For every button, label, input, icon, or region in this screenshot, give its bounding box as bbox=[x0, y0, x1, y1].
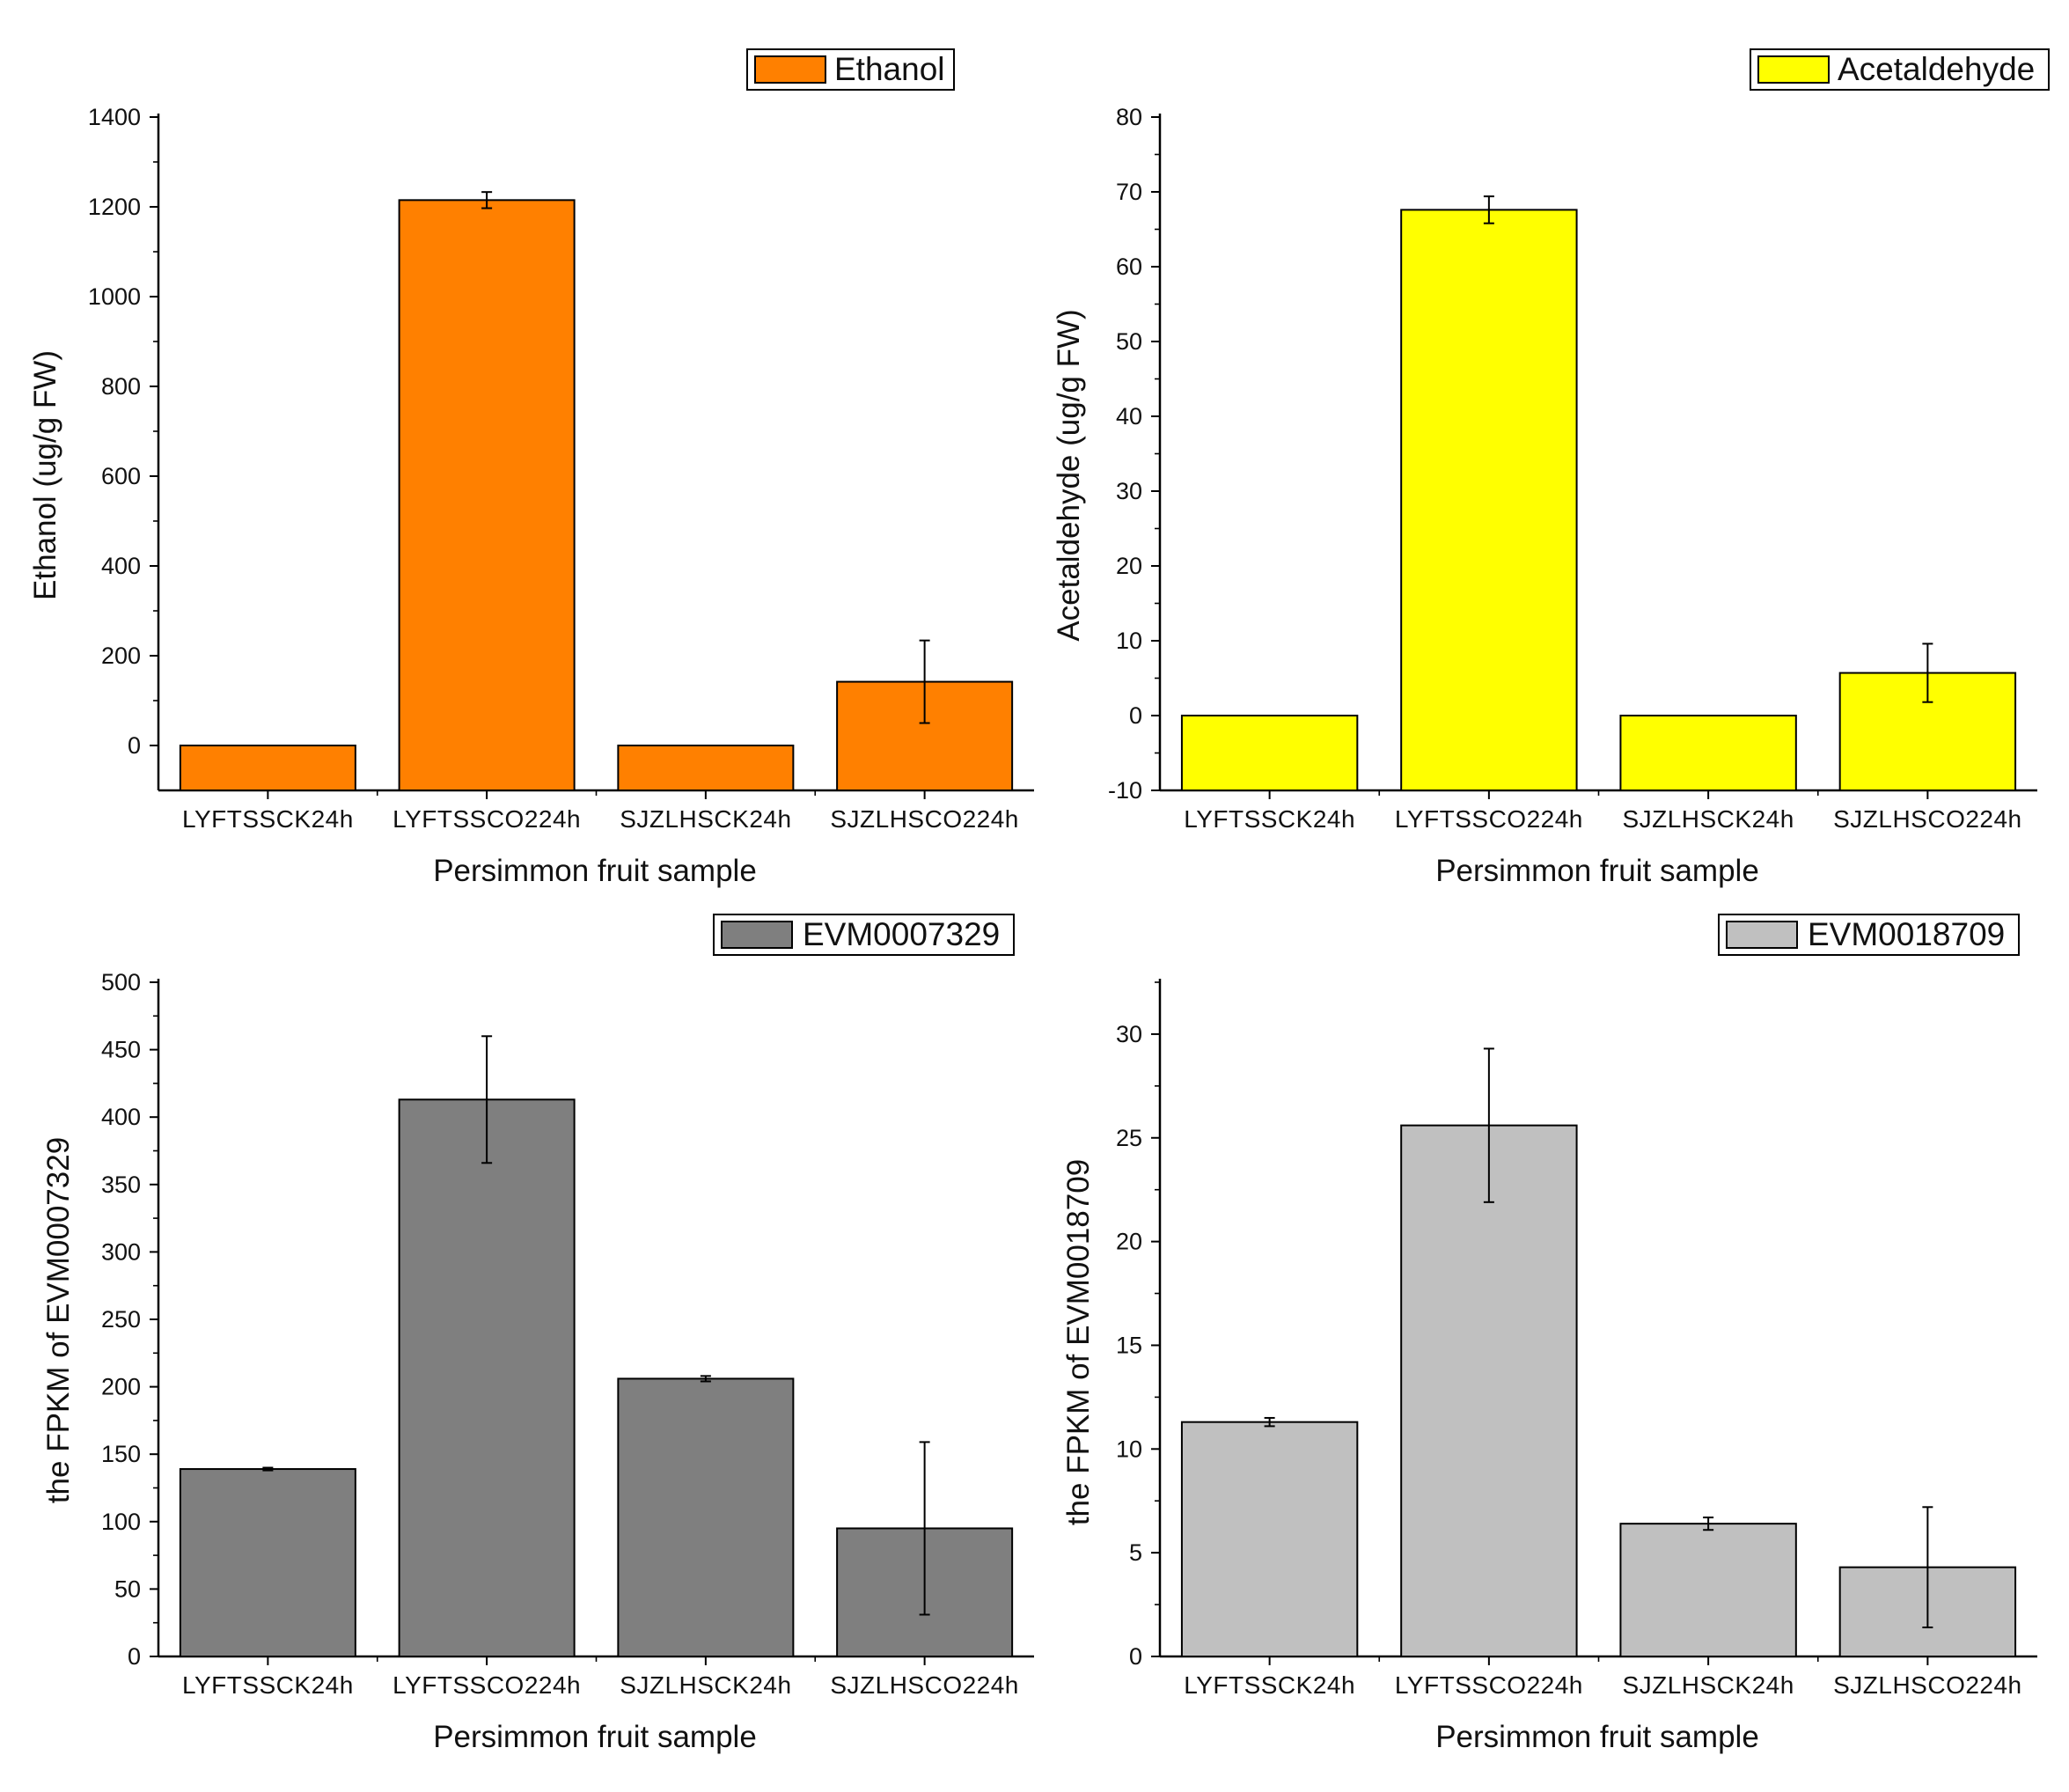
acetaldehyde-y-tick-label: 80 bbox=[1116, 104, 1142, 130]
evm0007329-y-tick-label: 150 bbox=[101, 1441, 141, 1467]
evm0007329-y-axis-title: the FPKM of EVM0007329 bbox=[41, 1137, 76, 1503]
evm0007329-category-label: LYFTSSCO224h bbox=[393, 1671, 581, 1699]
acetaldehyde-legend-swatch bbox=[1757, 55, 1830, 84]
acetaldehyde-category-label: LYFTSSCK24h bbox=[1184, 805, 1355, 833]
acetaldehyde-y-tick-label: 30 bbox=[1116, 478, 1142, 504]
acetaldehyde-bar-lyftssck24h bbox=[1180, 715, 1359, 791]
acetaldehyde-y-tick-label: 60 bbox=[1116, 253, 1142, 280]
evm0007329-bar-lyftssck24h bbox=[179, 1468, 356, 1657]
acetaldehyde-legend: Acetaldehyde bbox=[1750, 48, 2050, 91]
evm0018709-y-tick-label: 15 bbox=[1116, 1332, 1142, 1358]
acetaldehyde-plot: -10 0 10 20 30 40 50 60 70 80 LYFTSSCK24h LYFTSSCO2… bbox=[1108, 104, 2037, 833]
acetaldehyde-y-tick-label: 40 bbox=[1116, 403, 1142, 430]
ethanol-y-tick-label: 1000 bbox=[88, 283, 141, 310]
panel-acetaldehyde: Acetaldehyde Acetaldehyde (ug/g FW) Pers… bbox=[1052, 48, 2050, 888]
evm0018709-legend: EVM0018709 bbox=[1718, 914, 2020, 956]
ethanol-category-label: SJZLHSCK24h bbox=[620, 805, 791, 833]
ethanol-y-tick-label: 1400 bbox=[88, 104, 141, 130]
evm0018709-y-tick-label: 0 bbox=[1129, 1643, 1142, 1670]
ethanol-bar-lyftssck24h bbox=[179, 745, 356, 791]
ethanol-bar-lyftssco224h bbox=[398, 199, 576, 792]
evm0018709-category-label: LYFTSSCO224h bbox=[1395, 1671, 1583, 1699]
evm0018709-legend-label: EVM0018709 bbox=[1808, 916, 2005, 952]
acetaldehyde-y-tick-label: 50 bbox=[1116, 328, 1142, 355]
evm0007329-y-tick-label: 350 bbox=[101, 1171, 141, 1198]
evm0007329-y-tick-label: 300 bbox=[101, 1238, 141, 1265]
panel-ethanol: Ethanol Ethanol (ug/g FW) Persimmon frui… bbox=[28, 48, 955, 888]
evm0007329-legend-label: EVM0007329 bbox=[803, 916, 1000, 952]
evm0007329-y-tick-label: 500 bbox=[101, 969, 141, 995]
ethanol-category-label: LYFTSSCK24h bbox=[182, 805, 354, 833]
ethanol-bar-sjzlhsck24h bbox=[617, 745, 795, 791]
ethanol-y-tick-label: 0 bbox=[128, 732, 141, 759]
panel-evm0018709: EVM0018709 the FPKM of EVM0018709 Persim… bbox=[1061, 914, 2020, 1754]
ethanol-legend-label: Ethanol bbox=[834, 51, 945, 87]
evm0018709-y-tick-label: 30 bbox=[1116, 1021, 1142, 1047]
evm0018709-x-axis-title: Persimmon fruit sample bbox=[1435, 1720, 1759, 1754]
ethanol-plot: 0 200 400 600 800 1000 1200 1400 LYFTSSCK24h LYFT… bbox=[88, 104, 1034, 833]
evm0007329-plot: 0 50 100 150 200 250 300 350 400 450 500 LYFTSSCK24… bbox=[101, 969, 1034, 1699]
evm0007329-y-tick-label: 50 bbox=[114, 1575, 141, 1602]
ethanol-y-tick-label: 400 bbox=[101, 553, 141, 579]
acetaldehyde-y-tick-label: 0 bbox=[1129, 702, 1142, 729]
evm0018709-category-label: LYFTSSCK24h bbox=[1184, 1671, 1355, 1699]
ethanol-y-tick-label: 200 bbox=[101, 643, 141, 669]
evm0007329-y-tick-label: 200 bbox=[101, 1374, 141, 1400]
acetaldehyde-y-tick-label: 20 bbox=[1116, 553, 1142, 579]
acetaldehyde-category-label: LYFTSSCO224h bbox=[1395, 805, 1583, 833]
evm0007329-y-tick-label: 400 bbox=[101, 1104, 141, 1130]
evm0018709-category-label: SJZLHSCK24h bbox=[1622, 1671, 1794, 1699]
evm0007329-legend: EVM0007329 bbox=[713, 914, 1015, 956]
evm0007329-legend-swatch bbox=[721, 921, 793, 949]
ethanol-legend: Ethanol bbox=[746, 48, 955, 91]
ethanol-x-axis-title: Persimmon fruit sample bbox=[433, 854, 757, 888]
evm0007329-bar-sjzlhsck24h bbox=[617, 1377, 795, 1657]
acetaldehyde-y-axis-title: Acetaldehyde (ug/g FW) bbox=[1052, 309, 1086, 641]
ethanol-category-label: LYFTSSCO224h bbox=[393, 805, 581, 833]
evm0018709-y-tick-label: 10 bbox=[1116, 1436, 1142, 1462]
evm0018709-y-tick-label: 20 bbox=[1116, 1229, 1142, 1255]
evm0007329-category-label: LYFTSSCK24h bbox=[182, 1671, 354, 1699]
evm0018709-plot: 0 5 10 15 20 25 30 LYFTSSCK24h LYFTSSCO224h SJZLH… bbox=[1116, 979, 2037, 1699]
evm0018709-y-axis-title: the FPKM of EVM0018709 bbox=[1061, 1159, 1096, 1525]
acetaldehyde-y-tick-label: 10 bbox=[1116, 628, 1142, 654]
ethanol-legend-swatch bbox=[754, 55, 826, 84]
evm0018709-y-tick-label: 25 bbox=[1116, 1125, 1142, 1151]
evm0007329-category-label: SJZLHSCO224h bbox=[830, 1671, 1019, 1699]
evm0007329-y-tick-label: 250 bbox=[101, 1306, 141, 1333]
evm0007329-y-tick-label: 450 bbox=[101, 1037, 141, 1063]
evm0018709-bar-lyftssco224h bbox=[1400, 1124, 1578, 1657]
acetaldehyde-legend-label: Acetaldehyde bbox=[1838, 51, 2035, 87]
ethanol-category-label: SJZLHSCO224h bbox=[830, 805, 1019, 833]
acetaldehyde-y-tick-label: 70 bbox=[1116, 179, 1142, 205]
evm0007329-bar-lyftssco224h bbox=[398, 1098, 576, 1658]
evm0007329-y-tick-label: 0 bbox=[128, 1643, 141, 1670]
ethanol-y-tick-label: 800 bbox=[101, 373, 141, 400]
evm0018709-bar-sjzlhsck24h bbox=[1619, 1523, 1797, 1658]
acetaldehyde-category-label: SJZLHSCK24h bbox=[1622, 805, 1794, 833]
evm0018709-category-label: SJZLHSCO224h bbox=[1833, 1671, 2022, 1699]
evm0018709-legend-swatch bbox=[1726, 921, 1798, 949]
acetaldehyde-x-axis-title: Persimmon fruit sample bbox=[1435, 854, 1759, 888]
evm0007329-category-label: SJZLHSCK24h bbox=[620, 1671, 791, 1699]
evm0018709-y-tick-label: 5 bbox=[1129, 1539, 1142, 1566]
ethanol-y-axis-title: Ethanol (ug/g FW) bbox=[28, 350, 62, 600]
ethanol-y-tick-label: 600 bbox=[101, 463, 141, 489]
evm0007329-x-axis-title: Persimmon fruit sample bbox=[433, 1720, 757, 1754]
acetaldehyde-bar-sjzlhsck24h bbox=[1619, 715, 1797, 791]
ethanol-y-tick-label: 1200 bbox=[88, 194, 141, 220]
acetaldehyde-bar-lyftssco224h bbox=[1400, 209, 1578, 791]
panel-evm0007329: EVM0007329 the FPKM of EVM0007329 Persim… bbox=[41, 914, 1015, 1754]
evm0018709-bar-lyftssck24h bbox=[1180, 1421, 1359, 1658]
acetaldehyde-y-tick-label: -10 bbox=[1108, 777, 1142, 804]
acetaldehyde-category-label: SJZLHSCO224h bbox=[1833, 805, 2022, 833]
evm0007329-y-tick-label: 100 bbox=[101, 1509, 141, 1535]
